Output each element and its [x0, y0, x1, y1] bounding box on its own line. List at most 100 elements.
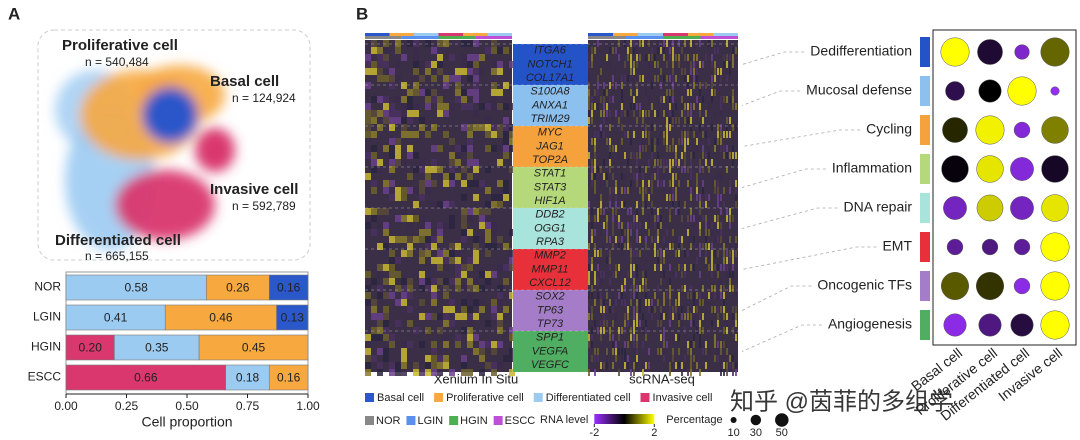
heatmap-cell	[491, 82, 497, 89]
heatmap-annotation	[663, 33, 688, 36]
connector	[741, 168, 826, 188]
heatmap-cell	[714, 334, 716, 341]
heatmap-cell	[624, 110, 626, 117]
heatmap-cell	[467, 180, 473, 187]
heatmap-cell	[696, 54, 698, 61]
heatmap-cell	[729, 117, 731, 124]
heatmap-cell	[732, 89, 734, 96]
gene-label: TP73	[537, 318, 564, 330]
heatmap-cell	[636, 208, 638, 215]
heatmap-cell	[624, 362, 626, 369]
heatmap-cell	[612, 47, 614, 54]
heatmap-cell	[365, 292, 371, 299]
heatmap-cell	[509, 369, 515, 376]
heatmap-cell	[642, 208, 644, 215]
heatmap-cell	[377, 348, 383, 355]
heatmap-cell	[639, 152, 641, 159]
heatmap-cell	[395, 75, 401, 82]
heatmap-cell	[443, 40, 449, 47]
heatmap-cell	[660, 306, 662, 313]
x-tick-label: 1.00	[296, 399, 320, 413]
heatmap-cell	[606, 103, 608, 110]
dot-plot-frame	[932, 29, 1077, 346]
heatmap-cell	[588, 271, 590, 278]
heatmap-cell	[702, 215, 704, 222]
heatmap-cell	[401, 103, 407, 110]
heatmap-cell	[588, 264, 590, 271]
heatmap-cell	[467, 306, 473, 313]
heatmap-cell	[371, 68, 377, 75]
heatmap-cell	[711, 229, 713, 236]
heatmap-cell	[624, 40, 626, 47]
heatmap-cell	[419, 278, 425, 285]
heatmap-cell	[407, 222, 413, 229]
heatmap-cell	[600, 250, 602, 257]
heatmap-cell	[437, 61, 443, 68]
heatmap-cell	[729, 131, 731, 138]
heatmap-cell	[675, 145, 677, 152]
heatmap-cell	[461, 68, 467, 75]
heatmap-cell	[687, 138, 689, 145]
heatmap-cell	[600, 131, 602, 138]
heatmap-cell	[461, 103, 467, 110]
size-legend-dot	[750, 414, 762, 426]
heatmap-cell	[639, 236, 641, 243]
heatmap-cell	[663, 243, 665, 250]
heatmap-cell	[618, 348, 620, 355]
heatmap-cell	[383, 187, 389, 194]
heatmap-cell	[603, 320, 605, 327]
heatmap-cell	[666, 89, 668, 96]
heatmap-cell	[395, 40, 401, 47]
heatmap-cell	[600, 124, 602, 131]
heatmap-cell	[603, 131, 605, 138]
heatmap-cell	[714, 138, 716, 145]
heatmap-cell	[636, 299, 638, 306]
heatmap-cell	[660, 250, 662, 257]
heatmap-cell	[723, 61, 725, 68]
heatmap-cell	[669, 166, 671, 173]
heatmap-cell	[395, 257, 401, 264]
heatmap-cell	[639, 75, 641, 82]
heatmap-cell	[597, 264, 599, 271]
heatmap-cell	[389, 103, 395, 110]
heatmap-cell	[648, 96, 650, 103]
heatmap-cell	[449, 306, 455, 313]
heatmap-cell	[729, 243, 731, 250]
heatmap-cell	[660, 264, 662, 271]
heatmap-cell	[627, 131, 629, 138]
heatmap-label: scRNA-seq	[629, 371, 695, 386]
heatmap-cell	[365, 299, 371, 306]
x-tick-label: 0.25	[115, 399, 139, 413]
heatmap-cell	[621, 292, 623, 299]
heatmap-cell	[365, 334, 371, 341]
heatmap-cell	[735, 103, 737, 110]
legend-label: Differentiated cell	[546, 392, 631, 404]
heatmap-cell	[732, 264, 734, 271]
heatmap-cell	[443, 355, 449, 362]
heatmap-cell	[690, 68, 692, 75]
heatmap-cell	[732, 124, 734, 131]
heatmap-cell	[401, 285, 407, 292]
heatmap-cell	[717, 355, 719, 362]
heatmap-cell	[702, 201, 704, 208]
heatmap-cell	[681, 243, 683, 250]
heatmap-cell	[615, 201, 617, 208]
heatmap-cell	[449, 222, 455, 229]
heatmap-cell	[723, 145, 725, 152]
heatmap-cell	[467, 40, 473, 47]
heatmap-cell	[651, 208, 653, 215]
heatmap-cell	[648, 306, 650, 313]
heatmap-cell	[723, 327, 725, 334]
heatmap-cell	[693, 334, 695, 341]
heatmap-cell	[669, 47, 671, 54]
heatmap-cell	[720, 229, 722, 236]
heatmap-cell	[690, 152, 692, 159]
heatmap-cell	[497, 47, 503, 54]
heatmap-cell	[702, 117, 704, 124]
umap-frame	[37, 29, 311, 261]
heatmap-cell	[714, 292, 716, 299]
heatmap-cell	[651, 299, 653, 306]
heatmap-cell	[669, 243, 671, 250]
heatmap-cell	[654, 159, 656, 166]
heatmap-cell	[735, 201, 737, 208]
